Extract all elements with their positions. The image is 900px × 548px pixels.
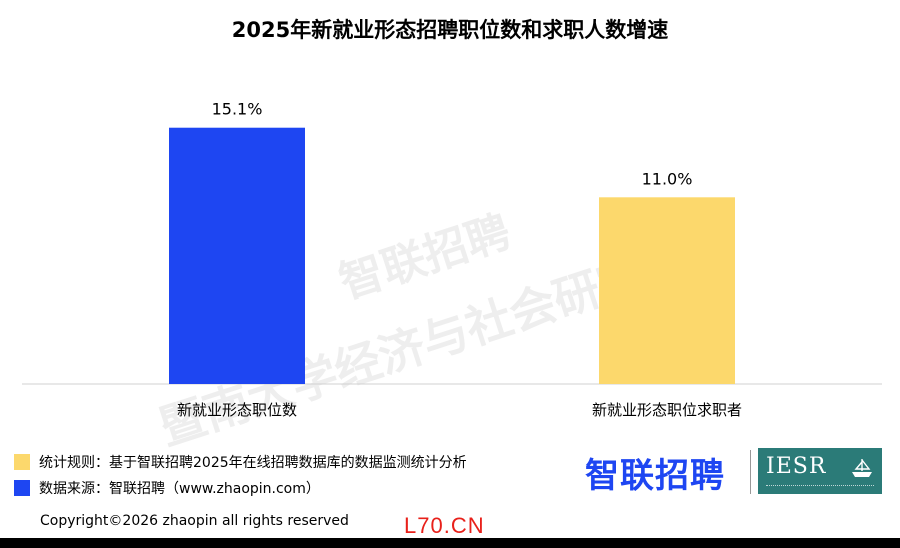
legend-label: 数据来源：智联招聘（www.zhaopin.com） [39,481,320,497]
legend-swatch-yellow [14,454,30,470]
bar-2 [599,197,735,384]
chart-title: 2025年新就业形态招聘职位数和求职人数增速 [231,18,669,42]
logo-divider [750,450,751,494]
site-watermark: L70.CN [404,513,485,538]
zhaopin-logo: 智联招聘 [585,456,725,496]
bottom-bar [0,538,900,548]
data-label: 15.1% [212,100,263,119]
copyright-text: Copyright©2026 zhaopin all rights reserv… [40,513,349,529]
category-label: 新就业形态职位数 [177,401,297,419]
category-label: 新就业形态职位求职者 [592,401,742,419]
bar-1 [169,127,305,385]
legend-swatch-blue [14,480,30,496]
bar-chart: 15.1% 新就业形态职位数 11.0% 新就业形态职位求职者 [22,100,882,419]
iesr-logo-subtitle-line [766,485,874,488]
ship-icon [852,459,872,477]
legend-item-rule: 统计规则：基于智联招聘2025年在线招聘数据库的数据监测统计分析 [14,452,467,472]
legend-label: 统计规则：基于智联招聘2025年在线招聘数据库的数据监测统计分析 [39,455,467,471]
iesr-logo-text: IESR [766,454,827,479]
legend-item-source: 数据来源：智联招聘（www.zhaopin.com） [14,478,320,498]
iesr-logo: IESR [758,448,882,494]
data-label: 11.0% [642,169,693,188]
